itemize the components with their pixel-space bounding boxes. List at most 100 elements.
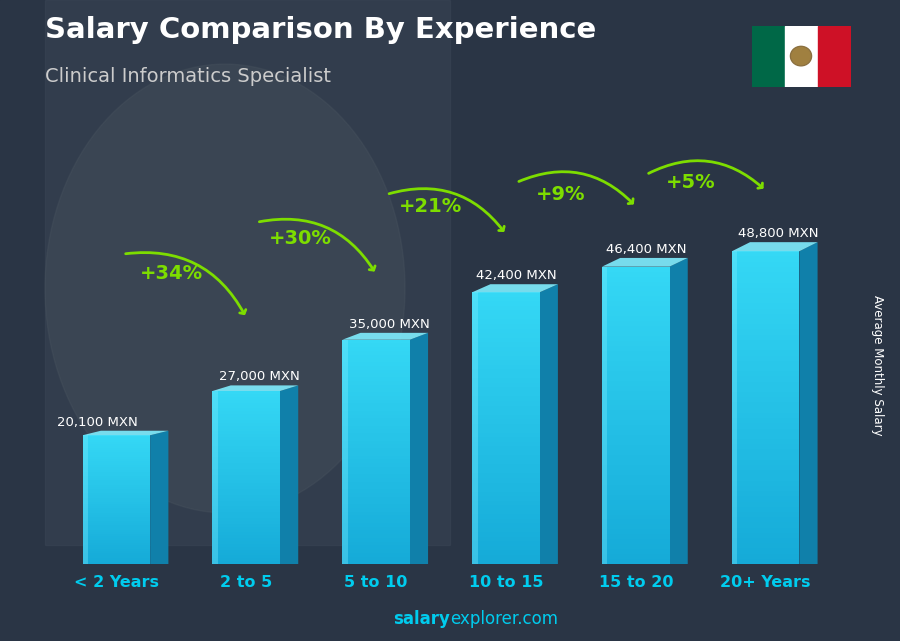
Circle shape (790, 46, 812, 66)
Bar (212, 397, 280, 400)
Bar (83, 493, 150, 495)
Bar (212, 446, 280, 449)
Bar (472, 374, 540, 378)
Bar (83, 556, 150, 558)
Bar (342, 395, 410, 399)
Bar (602, 336, 670, 341)
Bar (602, 524, 670, 529)
Bar (602, 549, 670, 554)
Bar (817, 26, 850, 87)
Bar (732, 522, 799, 528)
Bar (83, 532, 150, 534)
Bar (602, 485, 670, 490)
Bar (472, 306, 540, 310)
Circle shape (792, 47, 810, 65)
Bar (342, 366, 410, 370)
Bar (342, 344, 410, 347)
Bar (83, 495, 150, 497)
Bar (83, 440, 150, 442)
Bar (602, 267, 608, 564)
Bar (472, 514, 540, 519)
Bar (732, 449, 799, 454)
Text: +5%: +5% (665, 173, 716, 192)
Bar (212, 544, 280, 547)
Bar (732, 387, 799, 392)
Bar (472, 397, 540, 401)
Bar (602, 410, 670, 415)
Bar (342, 385, 410, 388)
Bar (83, 437, 150, 440)
Bar (602, 455, 670, 460)
Bar (83, 435, 150, 437)
Ellipse shape (45, 64, 405, 513)
Bar (342, 388, 410, 392)
Bar (83, 534, 150, 536)
Bar (472, 383, 540, 387)
Bar (212, 555, 280, 558)
Bar (83, 483, 150, 485)
Bar (602, 376, 670, 381)
Bar (83, 558, 150, 560)
Bar (212, 532, 280, 535)
Bar (342, 460, 410, 463)
Bar (212, 391, 218, 564)
Bar (342, 358, 410, 362)
Bar (602, 475, 670, 480)
Bar (83, 456, 150, 459)
Bar (342, 470, 410, 474)
Bar (83, 442, 150, 444)
Bar (212, 437, 280, 440)
Bar (212, 524, 280, 527)
Bar (212, 541, 280, 544)
Bar (785, 26, 817, 87)
Bar (212, 520, 280, 524)
Bar (472, 555, 540, 560)
Bar (602, 480, 670, 485)
Polygon shape (799, 242, 817, 564)
Bar (732, 303, 799, 308)
Bar (212, 538, 280, 541)
Text: +9%: +9% (536, 185, 585, 204)
Bar (342, 482, 410, 486)
Bar (342, 351, 410, 354)
Bar (342, 411, 410, 415)
Bar (212, 489, 280, 492)
Bar (83, 553, 150, 556)
Bar (212, 515, 280, 518)
Bar (83, 523, 150, 526)
Bar (602, 450, 670, 455)
Bar (732, 528, 799, 533)
Bar (212, 426, 280, 429)
Bar (212, 428, 280, 431)
Bar (342, 504, 410, 508)
Bar (472, 505, 540, 510)
Bar (472, 537, 540, 542)
Bar (602, 272, 670, 276)
Polygon shape (342, 333, 428, 340)
Bar (602, 401, 670, 406)
Bar (212, 529, 280, 532)
Bar (212, 431, 280, 435)
Text: salary: salary (393, 610, 450, 628)
Text: Clinical Informatics Specialist: Clinical Informatics Specialist (45, 67, 331, 87)
Bar (472, 510, 540, 514)
Polygon shape (150, 431, 168, 564)
Bar (83, 529, 150, 532)
Bar (472, 292, 540, 297)
Bar (602, 356, 670, 361)
Bar (83, 560, 150, 562)
Bar (342, 426, 410, 429)
Bar (212, 506, 280, 509)
Bar (732, 512, 799, 517)
Bar (83, 504, 150, 506)
Bar (83, 453, 150, 454)
Bar (342, 486, 410, 489)
Bar (83, 450, 150, 453)
Bar (83, 508, 150, 510)
Bar (83, 549, 150, 551)
Bar (602, 346, 670, 351)
Text: 20,100 MXN: 20,100 MXN (57, 416, 138, 429)
Bar (602, 510, 670, 515)
Bar (212, 478, 280, 481)
Bar (342, 501, 410, 504)
